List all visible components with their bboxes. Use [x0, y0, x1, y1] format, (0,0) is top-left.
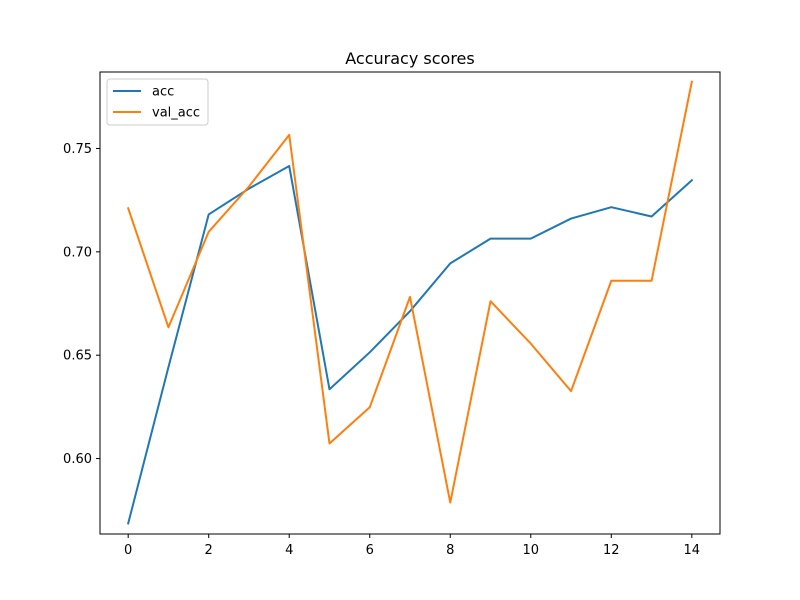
x-axis: 0 2 4 6 8 10 12 14 [124, 534, 700, 558]
x-tick-label: 10 [523, 543, 540, 558]
chart-title: Accuracy scores [345, 49, 474, 68]
legend-label-acc: acc [152, 85, 174, 100]
y-tick-label: 0.60 [63, 452, 92, 467]
x-tick-label: 6 [366, 543, 374, 558]
plot-area [126, 80, 694, 525]
x-tick-label: 2 [205, 543, 213, 558]
legend: acc val_acc [106, 78, 209, 126]
x-tick-label: 8 [446, 543, 454, 558]
x-tick-label: 12 [603, 543, 620, 558]
y-tick-label: 0.75 [63, 142, 92, 157]
x-tick-label: 0 [124, 543, 132, 558]
axes-frame [99, 71, 721, 535]
y-tick-label: 0.70 [63, 245, 92, 260]
x-tick-label: 14 [684, 543, 701, 558]
series-line-acc [126, 165, 694, 525]
y-tick-label: 0.65 [63, 349, 92, 364]
legend-label-val-acc: val_acc [152, 106, 200, 121]
y-axis: 0.60 0.65 0.70 0.75 [63, 142, 100, 467]
x-tick-label: 4 [285, 543, 293, 558]
series-line-val-acc [126, 80, 693, 504]
